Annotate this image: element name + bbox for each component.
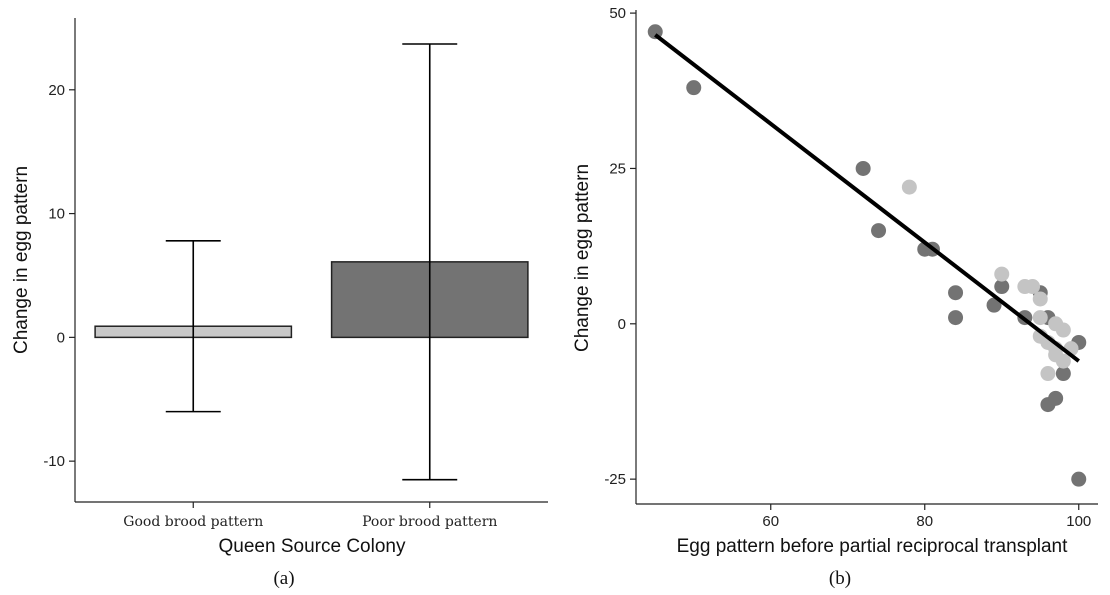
y-tick-label: -25 xyxy=(604,471,626,488)
x-axis-title: Egg pattern before partial reciprocal tr… xyxy=(677,536,1069,557)
point-s1-1 xyxy=(994,266,1010,282)
y-ticks: -10 0 10 20 xyxy=(43,82,75,470)
point-s1-3 xyxy=(1025,279,1041,295)
point-s0-1 xyxy=(686,80,702,96)
point-s1-8 xyxy=(1040,366,1056,382)
regression-line xyxy=(654,33,1080,363)
error-bars xyxy=(165,43,458,481)
x-ticks: Good brood pattern Poor brood pattern xyxy=(123,502,497,530)
x-tick-label: 80 xyxy=(916,513,933,530)
y-tick-label: 0 xyxy=(618,316,626,333)
x-tick-label: Good brood pattern xyxy=(123,514,263,530)
panel-label-b: (b) xyxy=(829,568,851,589)
y-tick-label: 50 xyxy=(609,5,626,22)
point-s0-3 xyxy=(871,223,887,239)
y-tick-label: 25 xyxy=(609,160,626,177)
y-ticks: -25 0 25 50 xyxy=(604,5,636,488)
scatter-points xyxy=(647,24,1087,487)
y-tick-label: 0 xyxy=(57,329,65,346)
point-s0-15 xyxy=(1055,366,1071,382)
point-s0-14 xyxy=(1048,390,1064,406)
point-s0-9 xyxy=(994,279,1010,295)
x-tick-label: 100 xyxy=(1066,513,1091,530)
panel-b-scatter-plot: -25 0 25 50 60 80 100 Egg pattern before part… xyxy=(572,5,1098,589)
panel-a-bar-chart: -10 0 10 20 Good brood pattern Poor brood pa… xyxy=(11,18,548,589)
x-tick-label: 60 xyxy=(762,513,779,530)
y-tick-label: -10 xyxy=(43,453,65,470)
point-s0-7 xyxy=(948,310,964,326)
y-axis-title: Change in egg pattern xyxy=(11,166,32,354)
x-ticks: 60 80 100 xyxy=(762,504,1091,530)
y-tick-label: 10 xyxy=(48,206,65,223)
point-s0-6 xyxy=(948,285,964,301)
point-s1-13 xyxy=(1055,353,1071,369)
point-s1-0 xyxy=(901,179,917,195)
y-tick-label: 20 xyxy=(48,82,65,99)
point-s0-17 xyxy=(1071,471,1087,487)
panel-label-a: (a) xyxy=(273,568,294,589)
point-s1-5 xyxy=(1032,310,1048,326)
point-s1-4 xyxy=(1032,291,1048,307)
x-axis-title: Queen Source Colony xyxy=(219,536,406,557)
point-s1-12 xyxy=(1055,322,1071,338)
x-tick-label: Poor brood pattern xyxy=(362,514,497,530)
point-s0-2 xyxy=(855,160,871,176)
bars xyxy=(94,261,529,339)
point-s0-8 xyxy=(986,297,1002,313)
y-axis-title: Change in egg pattern xyxy=(572,164,593,352)
